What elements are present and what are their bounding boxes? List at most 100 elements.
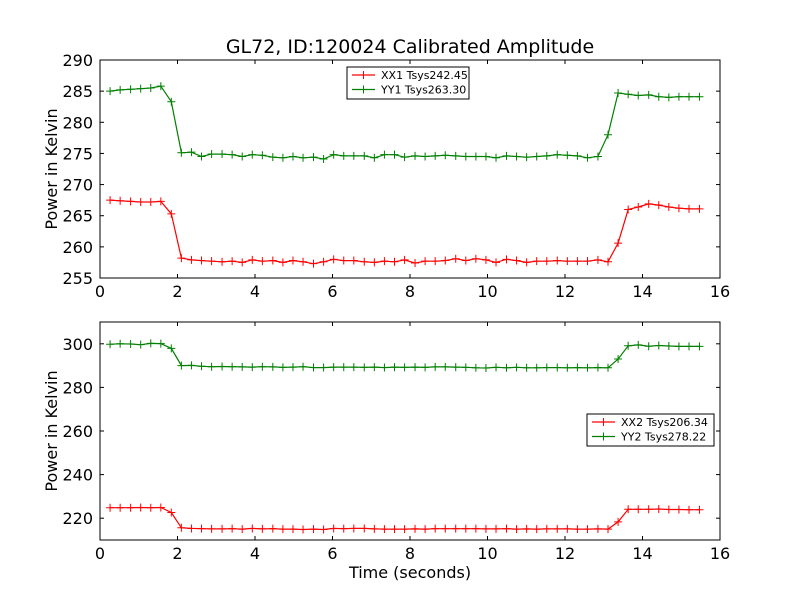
data-point-marker bbox=[380, 150, 389, 159]
data-point-marker bbox=[167, 97, 176, 106]
y-tick-label: 280 bbox=[62, 378, 93, 397]
data-point-marker bbox=[187, 255, 196, 264]
y-tick-label: 280 bbox=[62, 113, 93, 132]
data-point-marker bbox=[614, 517, 623, 526]
data-point-marker bbox=[187, 524, 196, 533]
data-point-marker bbox=[664, 505, 673, 514]
data-point-marker bbox=[441, 151, 450, 160]
x-tick-label: 8 bbox=[405, 544, 415, 563]
data-point-marker bbox=[492, 363, 501, 372]
data-point-marker bbox=[563, 363, 572, 372]
data-point-marker bbox=[187, 148, 196, 157]
y-tick-label: 270 bbox=[62, 176, 93, 195]
data-point-marker bbox=[542, 363, 551, 372]
data-point-marker bbox=[126, 340, 135, 349]
data-point-marker bbox=[522, 524, 531, 533]
data-point-marker bbox=[288, 256, 297, 265]
data-point-marker bbox=[624, 205, 633, 214]
data-point-marker bbox=[542, 257, 551, 266]
data-point-marker bbox=[319, 257, 328, 266]
data-point-marker bbox=[207, 362, 216, 371]
data-point-marker bbox=[177, 254, 186, 263]
data-point-marker bbox=[471, 363, 480, 372]
data-point-marker bbox=[502, 151, 511, 160]
data-point-marker bbox=[136, 340, 145, 349]
data-point-marker bbox=[329, 255, 338, 264]
data-point-marker bbox=[461, 152, 470, 161]
x-tick-label: 14 bbox=[632, 544, 652, 563]
data-point-marker bbox=[218, 257, 227, 266]
data-point-marker bbox=[187, 361, 196, 370]
data-point-marker bbox=[268, 524, 277, 533]
legend-box bbox=[346, 66, 470, 100]
data-point-marker bbox=[654, 505, 663, 514]
data-point-marker bbox=[106, 503, 115, 512]
data-point-marker bbox=[695, 92, 704, 101]
data-point-marker bbox=[634, 202, 643, 211]
data-point-marker bbox=[604, 257, 613, 266]
data-point-marker bbox=[349, 256, 358, 265]
data-point-marker bbox=[573, 363, 582, 372]
data-point-marker bbox=[593, 524, 602, 533]
data-point-marker bbox=[421, 257, 430, 266]
data-point-marker bbox=[248, 255, 257, 264]
data-point-marker bbox=[400, 363, 409, 372]
data-point-marker bbox=[126, 503, 135, 512]
x-tick-label: 0 bbox=[95, 544, 105, 563]
data-point-marker bbox=[370, 524, 379, 533]
data-point-marker bbox=[106, 340, 115, 349]
data-point-marker bbox=[634, 91, 643, 100]
data-point-marker bbox=[248, 150, 257, 159]
data-point-marker bbox=[421, 363, 430, 372]
data-point-marker bbox=[309, 259, 318, 268]
data-point-marker bbox=[492, 258, 501, 267]
data-point-marker bbox=[563, 257, 572, 266]
data-point-marker bbox=[299, 257, 308, 266]
data-point-marker bbox=[431, 257, 440, 266]
y-tick-label: 255 bbox=[62, 269, 93, 288]
top-subplot: 0 2 4 6 8 10 12 14 16 255 260 265 270 275 280 285 290 Pow… bbox=[42, 51, 730, 301]
data-point-marker bbox=[380, 363, 389, 372]
data-point-marker bbox=[106, 87, 115, 96]
x-tick-label: 4 bbox=[250, 544, 260, 563]
data-point-marker bbox=[674, 204, 683, 213]
x-tick-label: 6 bbox=[327, 544, 337, 563]
data-point-marker bbox=[360, 257, 369, 266]
data-point-marker bbox=[218, 150, 227, 159]
data-point-marker bbox=[624, 90, 633, 99]
data-point-marker bbox=[339, 256, 348, 265]
data-point-marker bbox=[654, 92, 663, 101]
data-point-marker bbox=[441, 524, 450, 533]
data-point-marker bbox=[228, 257, 237, 266]
data-point-marker bbox=[451, 524, 460, 533]
data-point-marker bbox=[258, 524, 267, 533]
data-point-marker bbox=[177, 148, 186, 157]
data-point-marker bbox=[512, 363, 521, 372]
data-point-marker bbox=[167, 508, 176, 517]
data-point-marker bbox=[370, 258, 379, 267]
plot-frame bbox=[99, 59, 721, 279]
data-point-marker bbox=[685, 505, 693, 514]
data-point-marker bbox=[685, 342, 693, 351]
x-tick-label: 6 bbox=[327, 282, 337, 301]
y-axis-label: Power in Kelvin bbox=[42, 370, 61, 491]
data-point-marker bbox=[522, 258, 531, 267]
data-point-marker bbox=[268, 153, 277, 162]
data-point-marker bbox=[218, 362, 227, 371]
data-point-marker bbox=[644, 505, 653, 514]
data-point-marker bbox=[512, 152, 521, 161]
data-point-marker bbox=[695, 204, 704, 213]
data-point-marker bbox=[268, 256, 277, 265]
data-point-marker bbox=[431, 362, 440, 371]
x-tick-label: 16 bbox=[710, 282, 730, 301]
data-point-marker bbox=[593, 255, 602, 264]
data-point-marker bbox=[380, 525, 389, 534]
data-point-marker bbox=[309, 525, 318, 534]
data-point-marker bbox=[522, 153, 531, 162]
data-point-marker bbox=[451, 254, 460, 263]
data-point-marker bbox=[390, 257, 399, 266]
data-point-marker bbox=[522, 363, 531, 372]
data-point-marker bbox=[441, 256, 450, 265]
x-tick-label: 0 bbox=[95, 282, 105, 301]
data-point-marker bbox=[644, 199, 653, 208]
